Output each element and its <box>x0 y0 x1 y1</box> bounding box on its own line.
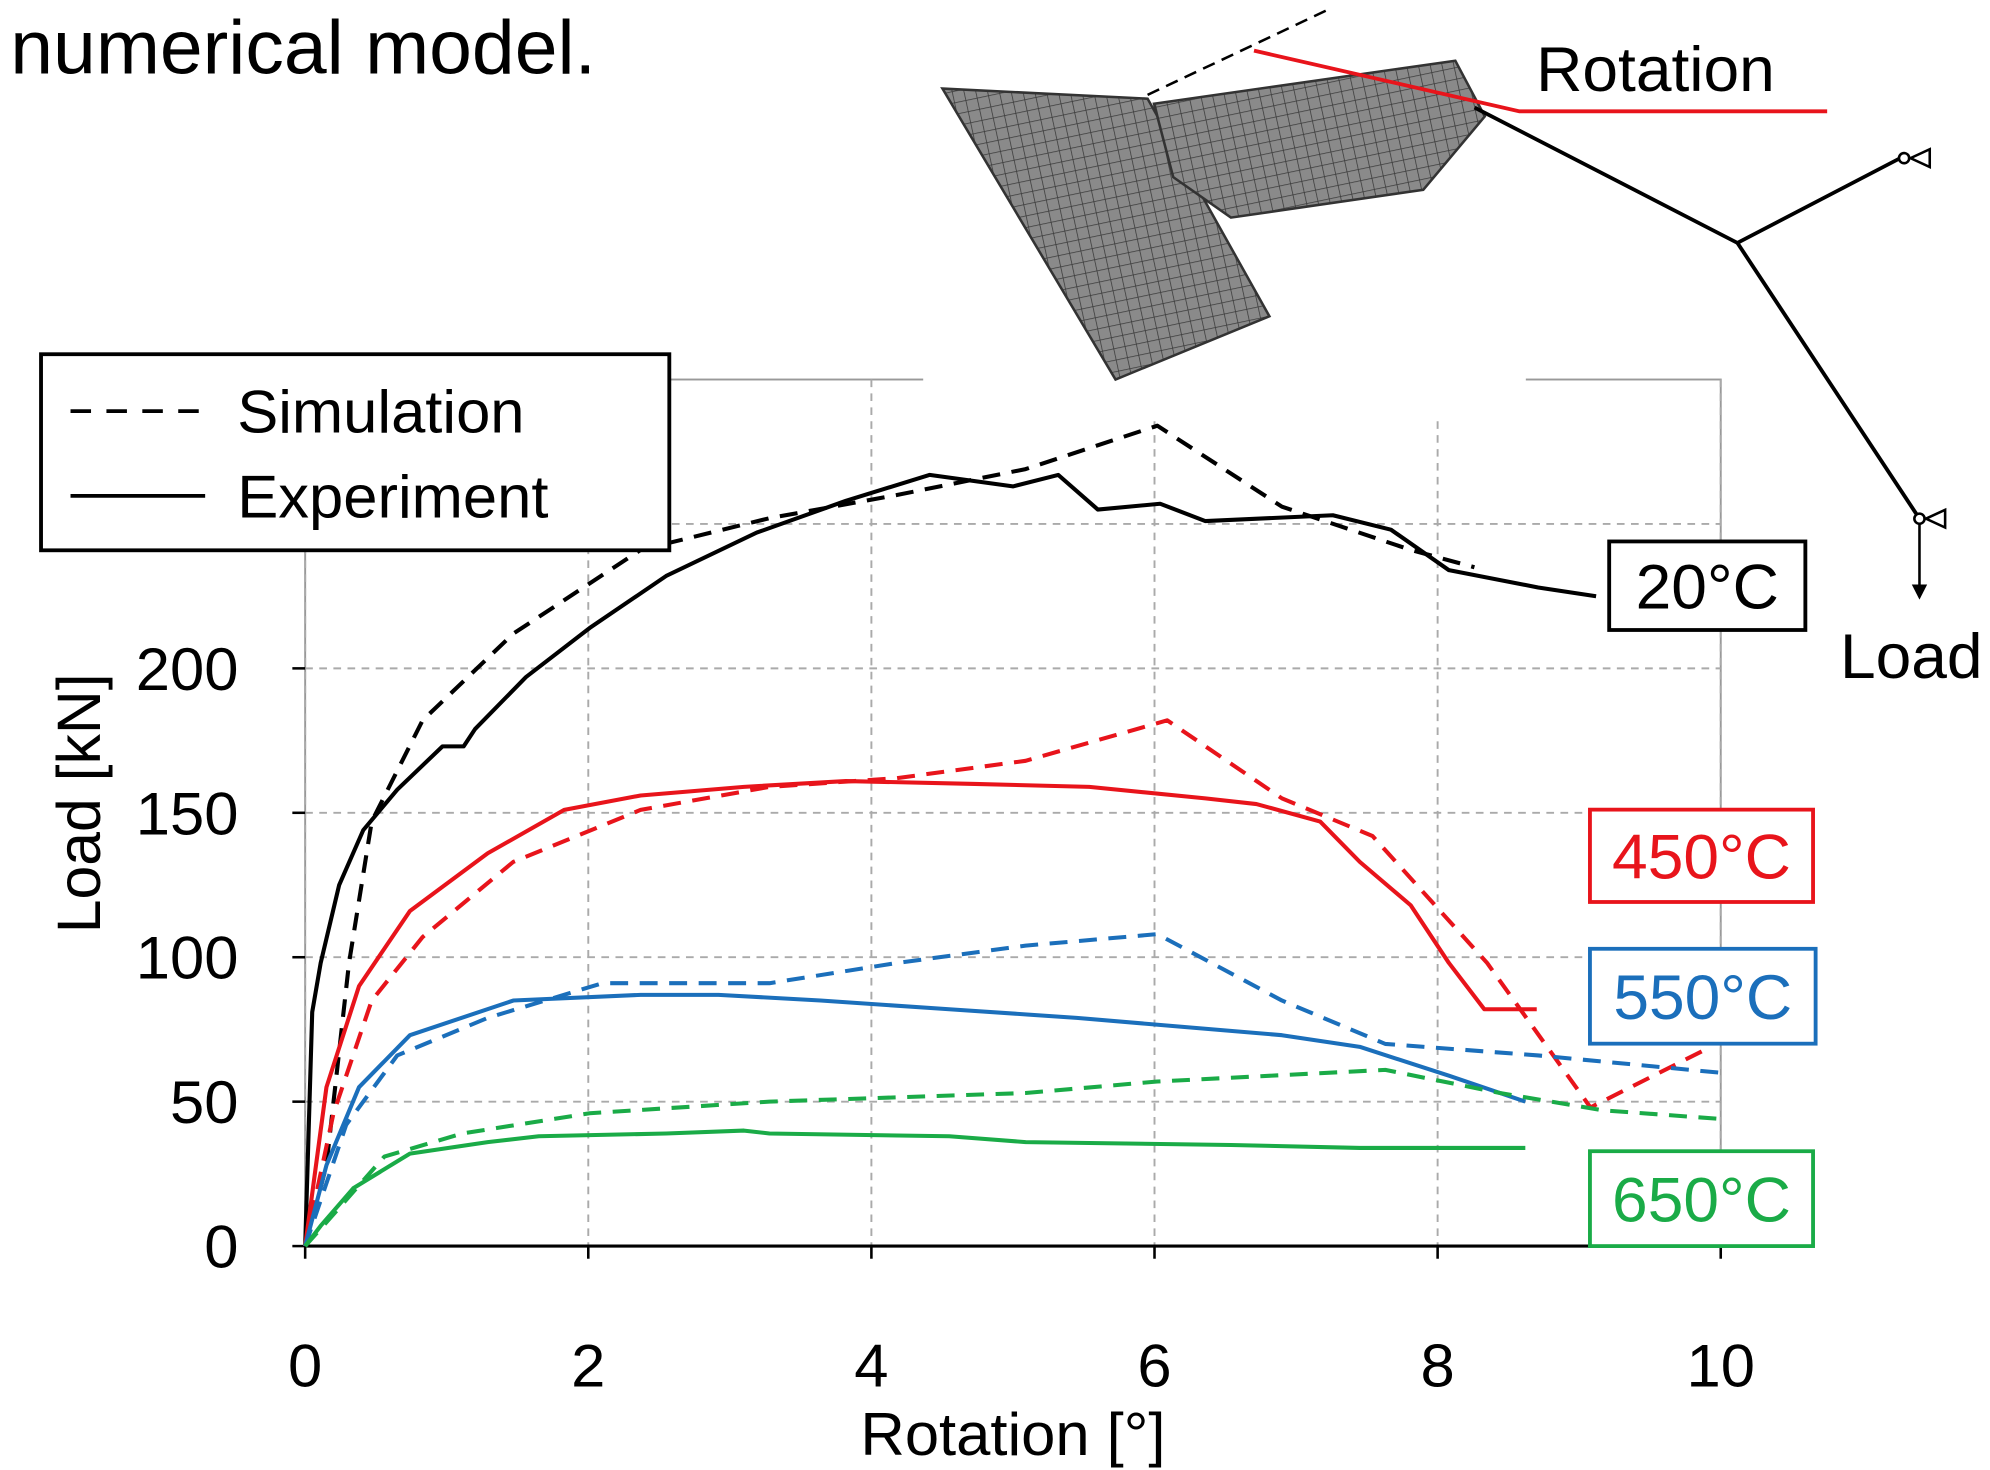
x-tick-label: 8 <box>1421 1332 1455 1400</box>
rotation-label: Rotation <box>1536 34 1775 105</box>
experiment-line <box>305 1131 1525 1247</box>
y-tick-label: 50 <box>170 1069 238 1137</box>
diagram: Rotation Load <box>923 0 1982 692</box>
load-frame <box>1475 108 1901 243</box>
series-label: 20°C <box>1636 552 1779 623</box>
y-tick-label: 150 <box>136 780 239 848</box>
load-arrowhead <box>1912 584 1927 599</box>
load-frame <box>1737 243 1919 519</box>
simulation-line <box>305 1070 1721 1246</box>
x-tick-label: 2 <box>571 1332 605 1400</box>
figure: 0246810050100150200250Rotation [°]Load [… <box>0 0 1990 1470</box>
series-label: 450°C <box>1612 822 1791 893</box>
y-tick-label: 100 <box>136 924 239 992</box>
legend-label: Experiment <box>237 463 548 531</box>
experiment-line <box>305 995 1525 1246</box>
x-axis-label: Rotation [°] <box>860 1400 1165 1468</box>
experiment-line <box>305 475 1596 1246</box>
y-axis-label: Load [kN] <box>45 673 113 933</box>
simulation-line <box>305 934 1721 1246</box>
support <box>1926 510 1945 528</box>
series-label: 650°C <box>1612 1165 1791 1236</box>
y-tick-label: 200 <box>136 635 239 703</box>
page: {"header_text":"numerical model.", "diag… <box>0 0 1990 1470</box>
experiment-line <box>305 781 1537 1246</box>
x-tick-label: 0 <box>288 1332 322 1400</box>
x-tick-label: 6 <box>1137 1332 1171 1400</box>
legend-label: Simulation <box>237 378 524 446</box>
header-text: numerical model. <box>10 6 596 90</box>
y-tick-label: 0 <box>204 1213 238 1281</box>
x-tick-label: 4 <box>854 1332 888 1400</box>
support <box>1911 149 1930 167</box>
x-tick-label: 10 <box>1687 1332 1755 1400</box>
simulation-line <box>305 720 1705 1246</box>
load-label: Load <box>1840 621 1983 692</box>
series-label: 550°C <box>1613 962 1792 1033</box>
